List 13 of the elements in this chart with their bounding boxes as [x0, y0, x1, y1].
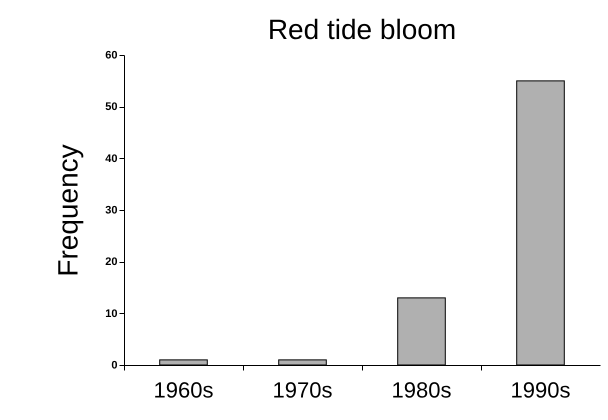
y-tick-label: 10 [105, 308, 118, 320]
x-tick-label: 1980s [392, 378, 452, 402]
y-tick-label: 0 [111, 360, 118, 372]
x-tick-label: 1970s [272, 378, 332, 402]
y-tick-label: 50 [105, 101, 118, 114]
x-tick-label: 1960s [154, 378, 214, 402]
y-axis-title: Frequency [52, 144, 84, 277]
chart-title: Red tide bloom [268, 14, 456, 45]
x-tick-label: 1990s [510, 378, 570, 402]
y-tick-label: 30 [105, 204, 118, 216]
y-tick-label: 20 [105, 256, 118, 268]
y-tick-label: 60 [105, 50, 118, 62]
y-tick-label: 40 [105, 152, 118, 165]
